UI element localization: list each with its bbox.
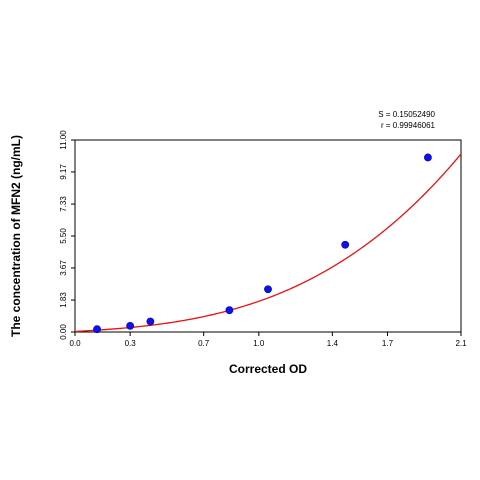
data-point <box>341 240 350 249</box>
y-tick-label: 9.17 <box>59 164 68 180</box>
y-tick-label: 1.83 <box>59 292 68 308</box>
y-tick-label: 11.00 <box>59 130 68 150</box>
x-tick-label: 1.4 <box>327 339 339 348</box>
s-value-label: S = 0.15052490 <box>378 110 435 119</box>
data-points <box>93 153 432 334</box>
y-axis-title: The concentration of MFN2 (ng/mL) <box>9 135 23 337</box>
x-tick-label: 2.1 <box>455 339 467 348</box>
x-tick-label: 1.0 <box>253 339 265 348</box>
y-tick-label: 5.50 <box>59 228 68 244</box>
data-point <box>225 306 234 315</box>
y-tick-label: 7.33 <box>59 196 68 212</box>
x-axis-ticks: 0.0 0.3 0.7 1.0 1.4 1.7 2.1 <box>69 332 467 348</box>
x-axis-title: Corrected OD <box>229 362 307 376</box>
data-point <box>126 321 135 330</box>
data-point <box>424 153 432 162</box>
y-tick-label: 0.00 <box>59 324 68 340</box>
x-tick-label: 0.3 <box>125 339 137 348</box>
fit-curve <box>74 153 462 333</box>
data-point <box>93 325 101 334</box>
x-tick-label: 1.7 <box>382 339 394 348</box>
y-tick-label: 3.67 <box>59 260 68 276</box>
data-point <box>264 285 272 294</box>
plot-area <box>74 139 462 333</box>
x-tick-label: 0.7 <box>198 339 210 348</box>
x-tick-label: 0.0 <box>69 339 81 348</box>
data-point <box>146 317 155 326</box>
r-value-label: r = 0.99946061 <box>381 121 436 130</box>
y-axis-ticks: 0.00 1.83 3.67 5.50 7.33 9.17 11.00 <box>59 130 75 340</box>
